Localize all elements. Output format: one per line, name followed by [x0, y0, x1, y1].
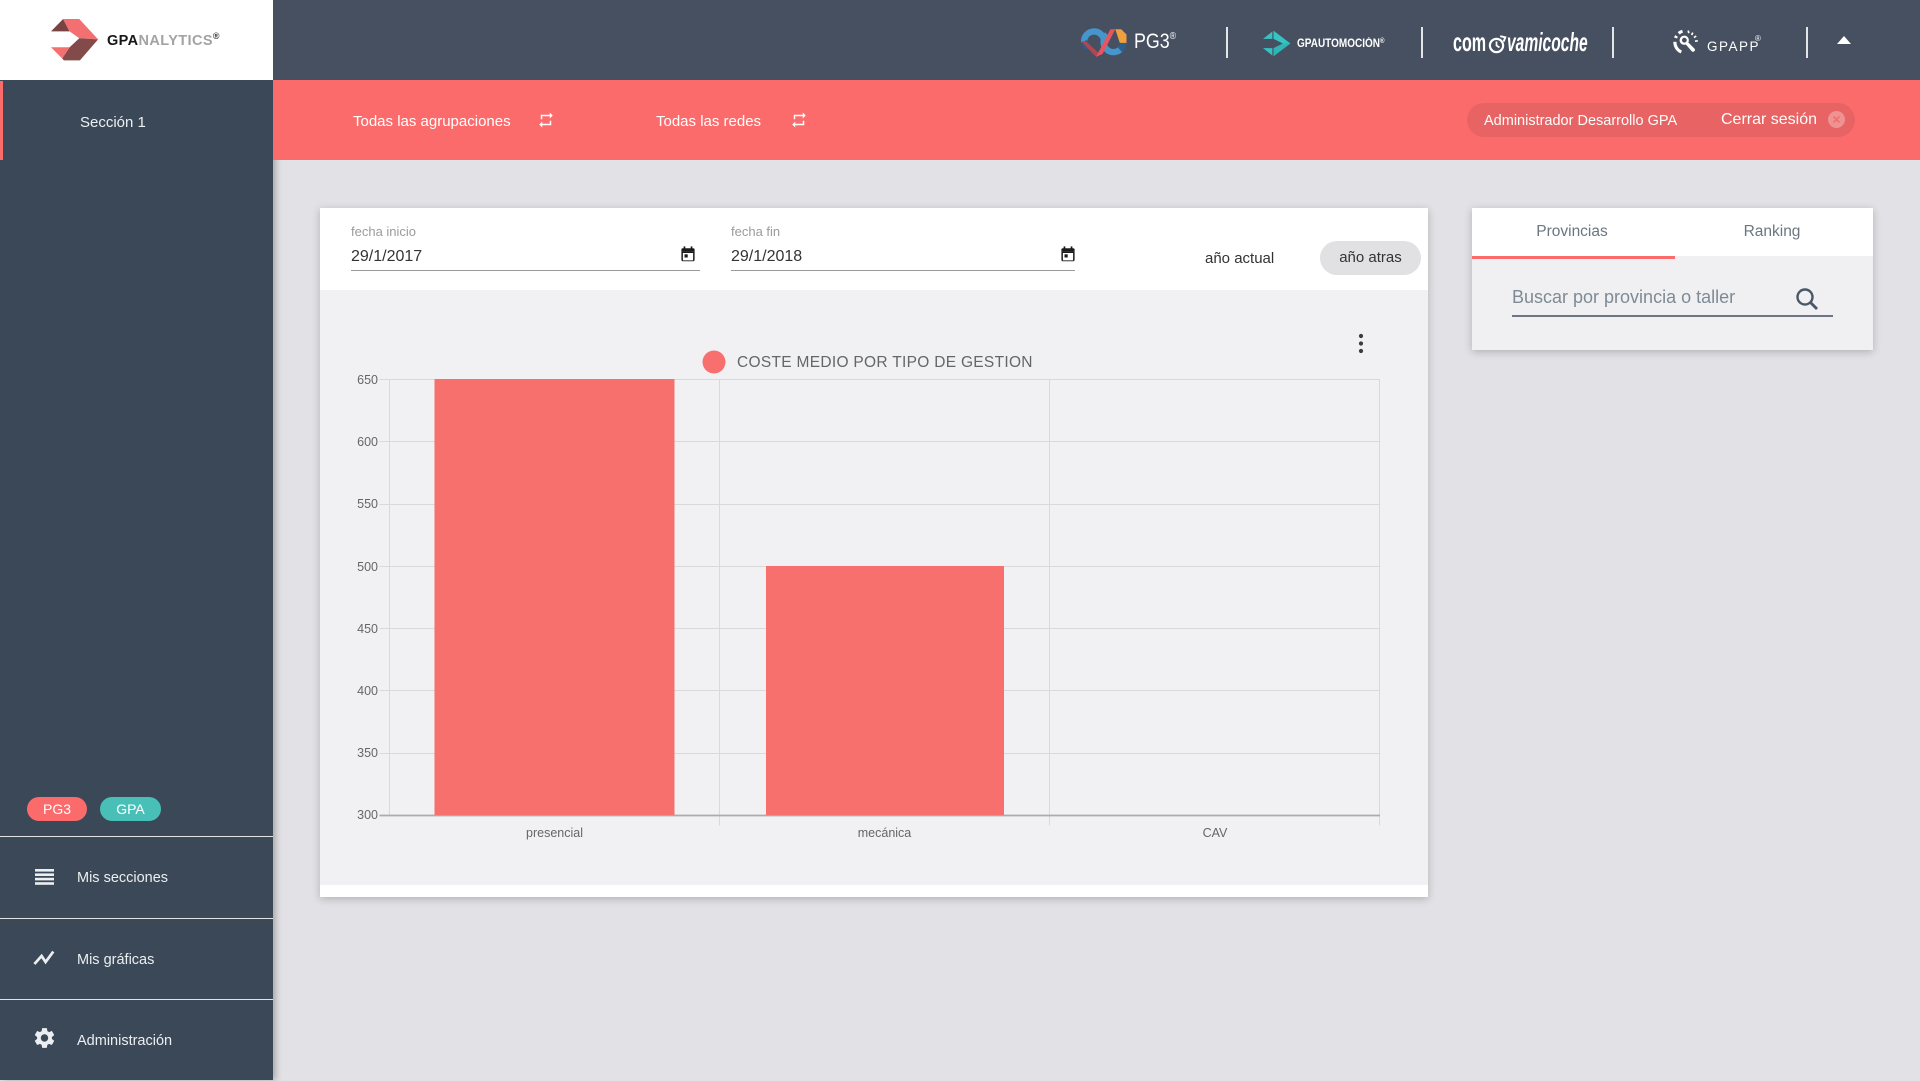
- svg-text:350: 350: [357, 746, 378, 760]
- svg-text:550: 550: [357, 497, 378, 511]
- svg-text:COSTE MEDIO POR TIPO DE GESTIO: COSTE MEDIO POR TIPO DE GESTION: [737, 354, 1033, 371]
- svg-text:presencial: presencial: [526, 826, 583, 840]
- svg-text:600: 600: [357, 435, 378, 449]
- svg-text:CAV: CAV: [1203, 826, 1228, 840]
- svg-text:500: 500: [357, 560, 378, 574]
- svg-text:650: 650: [357, 373, 378, 387]
- svg-text:300: 300: [357, 808, 378, 822]
- svg-text:400: 400: [357, 684, 378, 698]
- svg-text:mecánica: mecánica: [858, 826, 912, 840]
- svg-text:450: 450: [357, 622, 378, 636]
